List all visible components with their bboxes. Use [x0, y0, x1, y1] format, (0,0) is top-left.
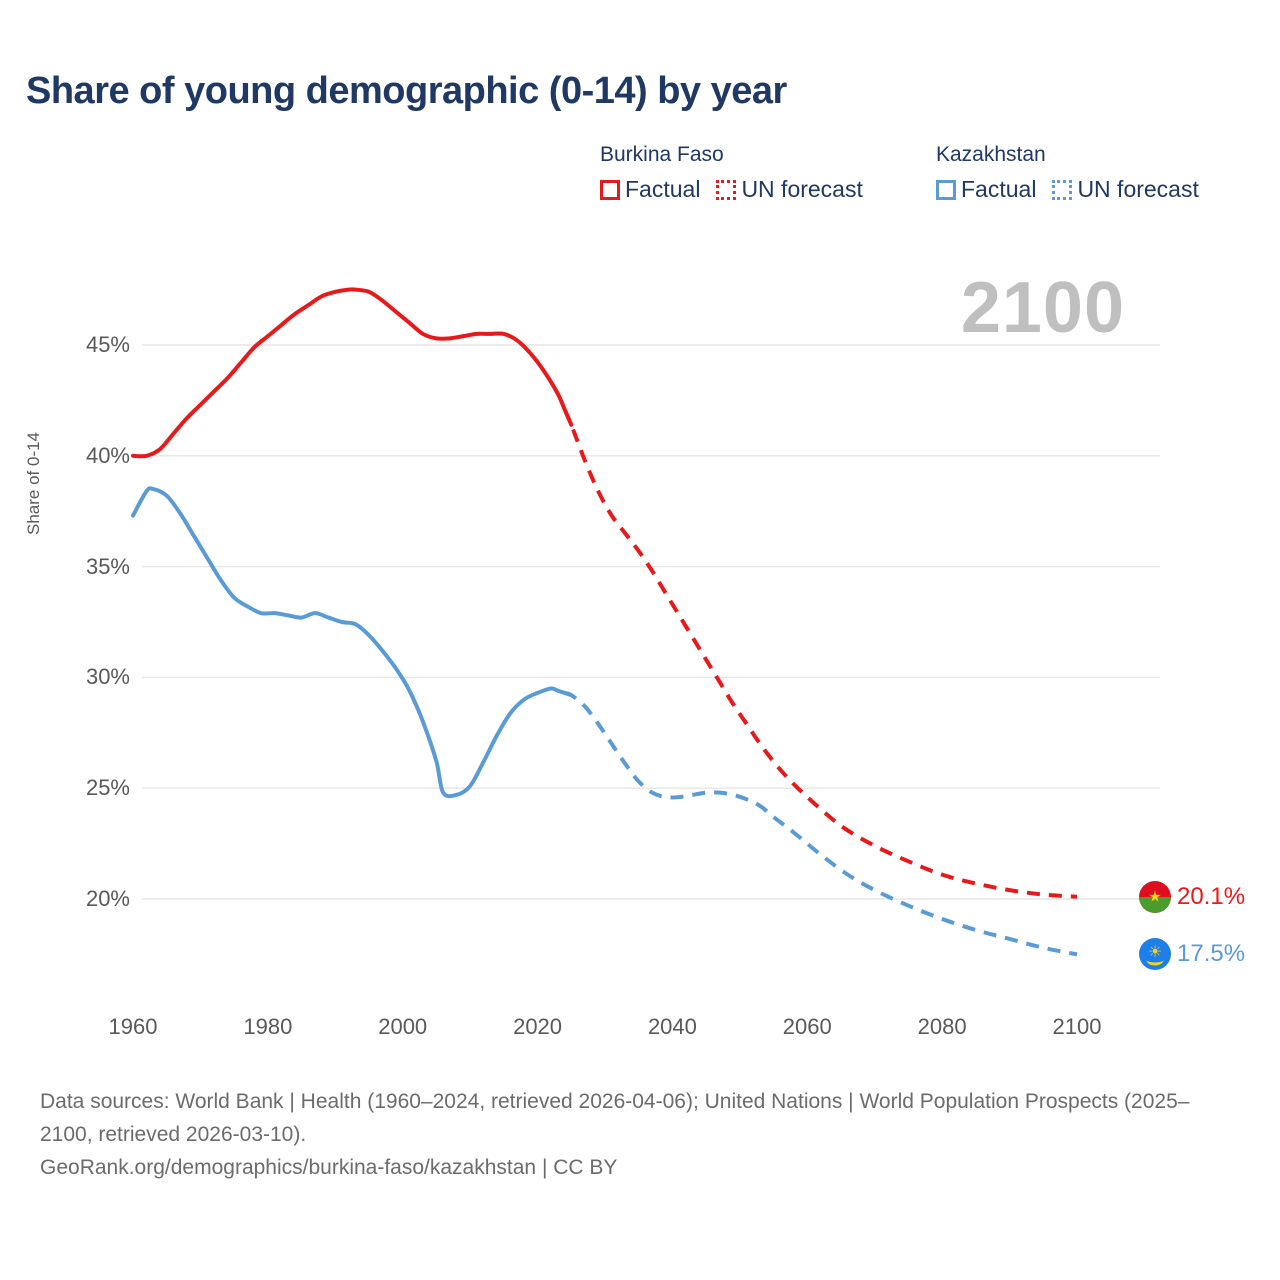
legend-entry-factual[interactable]: Factual: [936, 176, 1036, 203]
y-axis-tick-label: 40%: [85, 442, 130, 468]
legend-entry-forecast[interactable]: UN forecast: [716, 176, 863, 203]
y-axis-tick-label: 45%: [85, 332, 130, 357]
burkina-faso-flag-icon: ★: [1139, 880, 1171, 913]
kazakhstan-flag-icon: ☀: [1139, 938, 1171, 971]
forecast-line-1: [563, 690, 1078, 957]
x-axis-tick-label: 2020: [513, 1014, 563, 1039]
legend-entry-label: UN forecast: [1077, 176, 1199, 202]
legend-group-burkina-faso: Burkina Faso Factual UN forecast: [600, 142, 863, 203]
y-axis-tick-label: 20%: [85, 886, 130, 911]
legend-entry-label: Factual: [961, 176, 1037, 202]
page-title: Share of young demographic (0-14) by yea…: [26, 70, 787, 112]
footer-attribution: GeoRank.org/demographics/burkina-faso/ka…: [40, 1156, 618, 1179]
plot-area: 2100 Share of 0-14 20% 25% 30% 35% 40% 45% 19…: [24, 268, 1246, 1039]
factual-line-0: [131, 287, 574, 459]
endpoint-value: 17.5%: [1177, 940, 1246, 968]
x-axis-tick-label: 2040: [647, 1014, 697, 1039]
legend-entry-factual[interactable]: Factual: [600, 176, 700, 203]
plot-svg: [131, 287, 1160, 957]
footer-data-sources: Data sources: World Bank | Health (1960–…: [40, 1090, 1190, 1146]
footer: Data sources: World Bank | Health (1960–…: [40, 1085, 1240, 1184]
forecast-line-0: [562, 408, 1078, 899]
legend-swatch-dotted-icon: [716, 179, 737, 200]
y-axis-tick-label: 30%: [85, 664, 130, 690]
legend-swatch-dotted-icon: [1052, 179, 1073, 200]
endpoint-burkina-faso: ★ 20.1%: [1139, 880, 1246, 913]
endpoint-value: 20.1%: [1177, 882, 1246, 910]
legend-swatch-solid-icon: [600, 179, 620, 200]
x-axis-tick-label: 1960: [108, 1014, 158, 1039]
y-axis-tick-label: 25%: [85, 775, 130, 801]
legend-swatch-solid-icon: [936, 179, 956, 200]
legend-group-kazakhstan: Kazakhstan Factual UN forecast: [936, 142, 1199, 203]
factual-line-1: [131, 486, 574, 799]
x-axis-tick-label: 2080: [917, 1014, 967, 1039]
endpoint-kazakhstan: ☀ 17.5%: [1139, 938, 1246, 971]
x-axis-tick-label: 2060: [782, 1014, 832, 1039]
x-axis-tick-label: 2100: [1052, 1014, 1102, 1039]
legend-entry-label: UN forecast: [741, 176, 863, 202]
legend-entry-forecast[interactable]: UN forecast: [1052, 176, 1199, 203]
year-watermark: 2100: [960, 268, 1125, 348]
y-axis-title: Share of 0-14: [24, 431, 43, 535]
legend-entry-label: Factual: [625, 176, 701, 202]
chart-legend: Burkina Faso Factual UN forecast Kazakhs…: [600, 142, 1260, 222]
y-axis-tick-label: 35%: [85, 553, 130, 579]
x-axis-tick-label: 2000: [378, 1014, 428, 1039]
legend-country-label: Burkina Faso: [600, 143, 724, 166]
x-axis-tick-label: 1980: [243, 1014, 293, 1039]
legend-country-label: Kazakhstan: [936, 143, 1046, 166]
